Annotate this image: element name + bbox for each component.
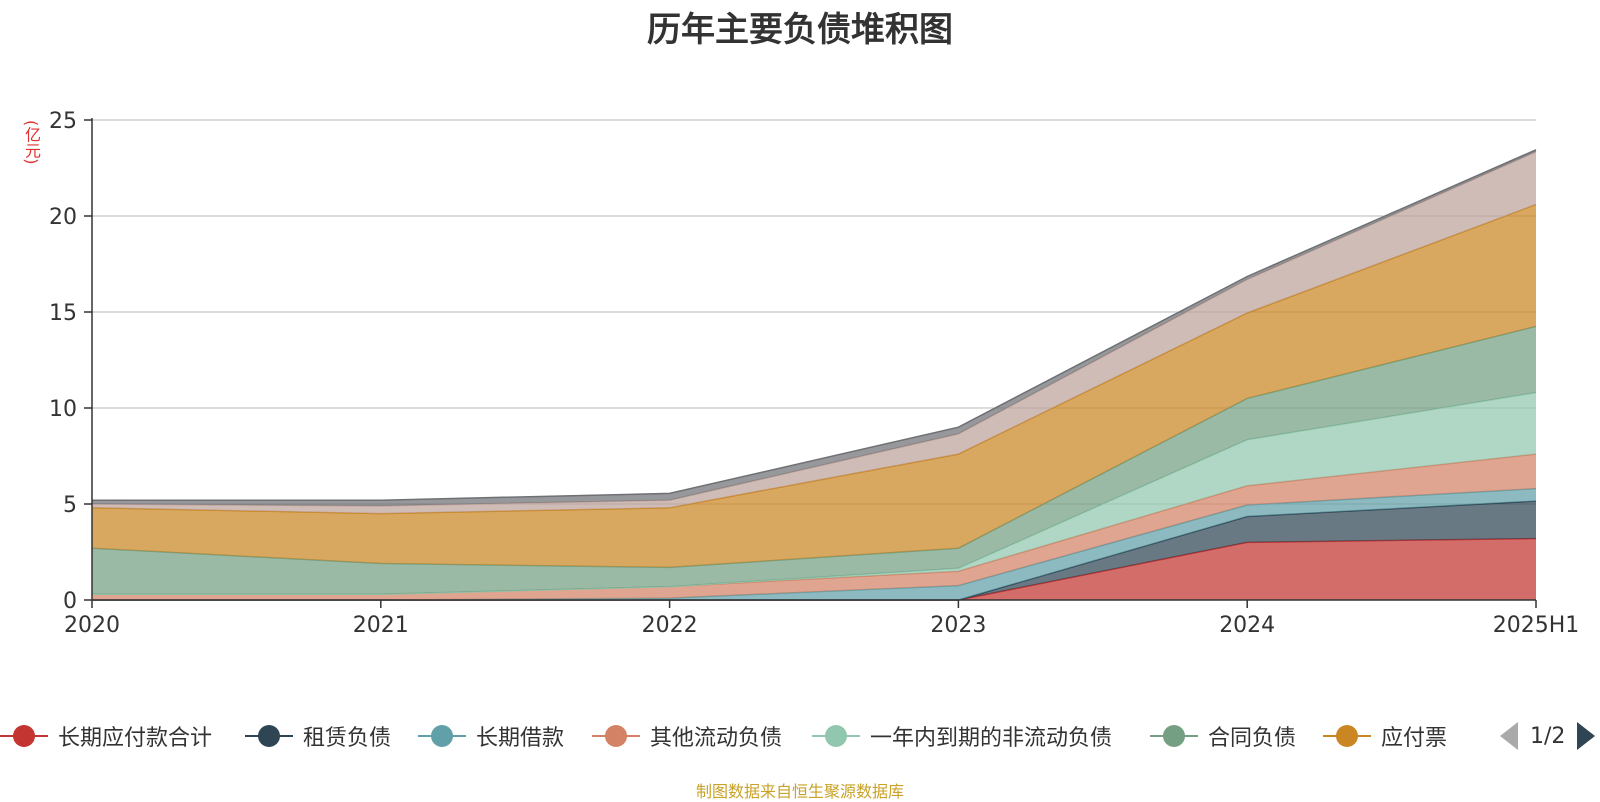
legend-label: 长期借款: [476, 726, 565, 751]
x-tick-label: 2020: [64, 613, 120, 638]
area-series-0[interactable]: [92, 538, 1536, 600]
legend-label: 其他流动负债: [650, 726, 783, 751]
legend-item-other-current-liabilities[interactable]: 其他流动负债: [592, 718, 782, 754]
legend-marker-icon: [0, 724, 48, 748]
legend-label: 合同负债: [1208, 726, 1297, 751]
axes: 0 5 10 15 20 25 2020 2021 2022 2023 2024 2025H1: [49, 109, 1579, 638]
chart-title: 历年主要负债堆积图: [647, 10, 953, 50]
area-series: [91, 149, 1537, 601]
legend-item-noncurrent-due-within-year[interactable]: 一年内到期的非流动负债: [812, 718, 1112, 754]
legend: 长期应付款合计 租赁负债 长期借款 其他流动负债 一年内到期的非流动负债 合同负…: [0, 718, 1600, 754]
legend-item-long-term-loans[interactable]: 长期借款: [418, 718, 564, 754]
y-axis-unit-label: (亿元): [22, 120, 41, 165]
x-tick-label: 2025H1: [1493, 613, 1580, 638]
x-tick-label: 2023: [930, 613, 986, 638]
legend-item-long-term-payables[interactable]: 长期应付款合计: [0, 718, 212, 754]
x-tick-label: 2022: [642, 613, 698, 638]
legend-item-notes-payable[interactable]: 应付票: [1323, 718, 1447, 754]
y-tick-label: 20: [49, 205, 77, 230]
legend-label: 应付票: [1381, 726, 1448, 751]
y-tick-label: 25: [49, 109, 77, 134]
area-series-2[interactable]: [92, 488, 1536, 600]
area-series-6[interactable]: [92, 204, 1536, 568]
legend-pager: 1/2: [1500, 718, 1596, 754]
legend-marker-icon: [418, 724, 466, 748]
legend-marker-icon: [1323, 724, 1371, 748]
y-tick-label: 15: [49, 301, 77, 326]
legend-marker-icon: [245, 724, 293, 748]
area-series-edge-8: [92, 149, 1537, 501]
legend-item-contract-liabilities[interactable]: 合同负债: [1150, 718, 1296, 754]
area-series-5[interactable]: [92, 326, 1536, 595]
legend-next-page-icon[interactable]: [1577, 722, 1596, 750]
stacked-area-chart: 0 5 10 15 20 25 2020 2021 2022 2023 2024 2025H1: [49, 109, 1579, 638]
area-series-edge-6: [91, 203, 1537, 515]
legend-label: 一年内到期的非流动负债: [870, 726, 1113, 751]
legend-item-lease-liabilities[interactable]: 租赁负债: [245, 718, 391, 754]
legend-marker-icon: [1150, 724, 1198, 748]
x-tick-label: 2024: [1219, 613, 1275, 638]
x-tick-label: 2021: [353, 613, 409, 638]
legend-label: 租赁负债: [303, 726, 392, 751]
y-tick-label: 10: [49, 397, 77, 422]
y-tick-label: 0: [63, 589, 77, 614]
area-series-1[interactable]: [92, 501, 1536, 600]
legend-marker-icon: [812, 724, 860, 748]
legend-page-indicator: 1/2: [1530, 723, 1566, 749]
legend-marker-icon: [592, 724, 640, 748]
source-note: 制图数据来自恒生聚源数据库: [695, 782, 904, 801]
legend-prev-page-icon[interactable]: [1500, 722, 1518, 750]
legend-label: 长期应付款合计: [58, 726, 213, 751]
y-tick-label: 5: [63, 493, 77, 518]
